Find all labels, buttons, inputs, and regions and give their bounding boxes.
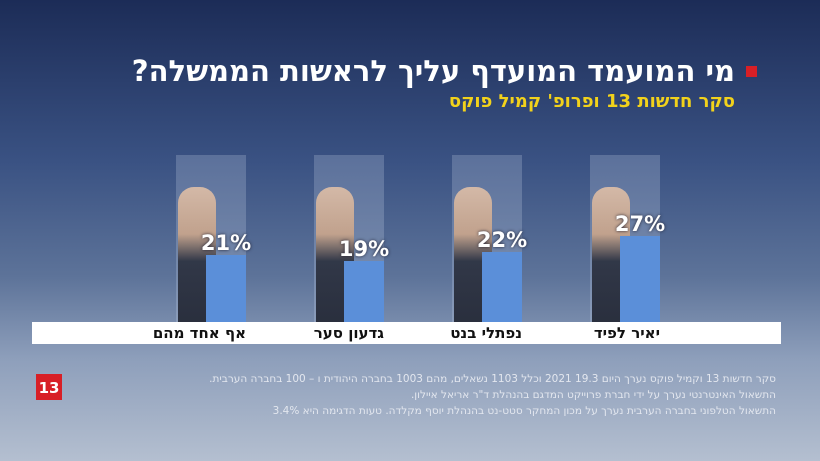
chart-title: מי המועמד המועדף עליך לראשות הממשלה? <box>131 54 735 88</box>
category-label: אף אחד מהם <box>152 324 246 342</box>
footnote: התשאול האינטרנטי נערך על ידי חברת פרוייק… <box>410 389 776 401</box>
value-label: 19% <box>338 237 390 262</box>
footnote: סקר חדשות 13 וקמיל פוקס נערך היום 19.3 2… <box>209 373 776 385</box>
bar <box>344 261 384 322</box>
category-label: גדעון סער <box>313 324 384 342</box>
label-strip <box>32 322 781 344</box>
bar <box>620 235 660 322</box>
bar <box>206 254 246 322</box>
title-bullet <box>746 66 757 77</box>
bar <box>482 251 522 322</box>
chart-subtitle: סקר חדשות 13 ופרופ' קמיל פוקס <box>448 91 735 112</box>
category-label: יאיר לפיד <box>593 324 660 342</box>
logo: 13 <box>36 374 62 400</box>
value-label: 22% <box>476 227 528 252</box>
footnote: התשאול הטלפוני בחברה הערבית נערך על מכון… <box>272 405 776 417</box>
category-label: נפתלי בנט <box>450 324 522 342</box>
value-label: 27% <box>614 211 666 236</box>
value-label: 21% <box>200 230 252 255</box>
